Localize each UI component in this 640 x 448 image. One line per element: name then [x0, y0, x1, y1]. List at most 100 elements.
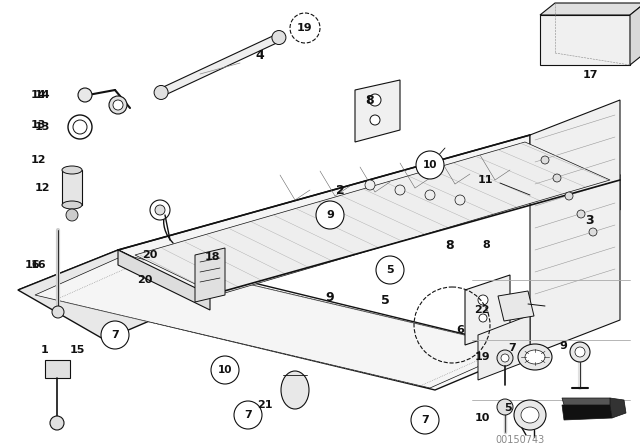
- Ellipse shape: [514, 400, 546, 430]
- Text: 8: 8: [482, 240, 490, 250]
- Circle shape: [478, 295, 488, 305]
- Circle shape: [365, 180, 375, 190]
- Text: 3: 3: [586, 214, 595, 227]
- Text: 13: 13: [35, 122, 50, 132]
- Circle shape: [66, 209, 78, 221]
- Text: 7: 7: [244, 410, 252, 420]
- Circle shape: [109, 96, 127, 114]
- Ellipse shape: [518, 344, 552, 370]
- Text: 21: 21: [257, 400, 273, 410]
- Text: 10: 10: [474, 413, 490, 423]
- Ellipse shape: [62, 166, 82, 174]
- Circle shape: [425, 190, 435, 200]
- Circle shape: [497, 399, 513, 415]
- Text: 6: 6: [456, 325, 464, 335]
- Text: 7: 7: [111, 330, 119, 340]
- Polygon shape: [610, 398, 626, 418]
- Circle shape: [416, 151, 444, 179]
- Polygon shape: [562, 398, 612, 405]
- Text: 11: 11: [477, 175, 493, 185]
- Circle shape: [101, 321, 129, 349]
- Text: 16: 16: [30, 260, 46, 270]
- Text: 12: 12: [30, 155, 45, 165]
- Polygon shape: [478, 315, 530, 380]
- Circle shape: [290, 13, 320, 43]
- Polygon shape: [530, 100, 620, 355]
- Text: 7: 7: [421, 415, 429, 425]
- Circle shape: [411, 406, 439, 434]
- Text: 14: 14: [30, 90, 46, 100]
- Text: 14: 14: [34, 90, 50, 100]
- Text: 9: 9: [326, 210, 334, 220]
- Polygon shape: [530, 135, 620, 210]
- Circle shape: [272, 30, 286, 44]
- Text: 2: 2: [335, 184, 344, 197]
- Text: 16: 16: [25, 260, 41, 270]
- Text: 18: 18: [204, 252, 220, 262]
- Circle shape: [570, 342, 590, 362]
- Text: 20: 20: [142, 250, 157, 260]
- Text: 8: 8: [365, 94, 374, 107]
- Circle shape: [376, 256, 404, 284]
- Polygon shape: [562, 405, 612, 420]
- Text: 19: 19: [297, 23, 313, 33]
- Text: 15: 15: [69, 345, 84, 355]
- Circle shape: [541, 156, 549, 164]
- Text: 4: 4: [255, 48, 264, 61]
- Circle shape: [589, 228, 597, 236]
- Circle shape: [577, 210, 585, 218]
- Text: 5: 5: [381, 293, 389, 306]
- Circle shape: [78, 88, 92, 102]
- Polygon shape: [45, 360, 70, 378]
- Text: 9: 9: [326, 290, 334, 303]
- Polygon shape: [62, 170, 82, 205]
- Circle shape: [113, 100, 123, 110]
- Circle shape: [211, 356, 239, 384]
- Circle shape: [370, 115, 380, 125]
- Polygon shape: [498, 291, 534, 321]
- Text: 13: 13: [30, 120, 45, 130]
- Ellipse shape: [525, 350, 545, 364]
- Circle shape: [455, 195, 465, 205]
- Circle shape: [155, 205, 165, 215]
- Circle shape: [50, 416, 64, 430]
- Polygon shape: [118, 135, 620, 295]
- Polygon shape: [540, 3, 640, 15]
- Ellipse shape: [281, 371, 309, 409]
- Text: 00150743: 00150743: [495, 435, 545, 445]
- Text: 7: 7: [508, 343, 516, 353]
- Text: 8: 8: [445, 238, 454, 251]
- Circle shape: [479, 314, 487, 322]
- Circle shape: [73, 120, 87, 134]
- Text: 5: 5: [504, 403, 512, 413]
- Circle shape: [553, 174, 561, 182]
- Circle shape: [497, 350, 513, 366]
- Polygon shape: [118, 250, 210, 310]
- Polygon shape: [35, 255, 520, 388]
- Text: 20: 20: [138, 275, 153, 285]
- Polygon shape: [630, 3, 640, 65]
- Circle shape: [234, 401, 262, 429]
- Circle shape: [565, 192, 573, 200]
- Polygon shape: [540, 15, 630, 65]
- Text: 12: 12: [35, 183, 50, 193]
- Ellipse shape: [62, 201, 82, 209]
- Polygon shape: [355, 80, 400, 142]
- Polygon shape: [159, 34, 280, 96]
- Polygon shape: [18, 250, 530, 390]
- Circle shape: [501, 354, 509, 362]
- Circle shape: [575, 347, 585, 357]
- Ellipse shape: [521, 407, 539, 423]
- Circle shape: [369, 94, 381, 106]
- Circle shape: [395, 185, 405, 195]
- Circle shape: [52, 306, 64, 318]
- Text: 17: 17: [582, 70, 598, 80]
- Text: 19: 19: [474, 352, 490, 362]
- Circle shape: [316, 201, 344, 229]
- Text: 10: 10: [423, 160, 437, 170]
- Circle shape: [68, 115, 92, 139]
- Text: 22: 22: [474, 305, 490, 315]
- Text: 5: 5: [386, 265, 394, 275]
- Text: 9: 9: [559, 341, 567, 351]
- Polygon shape: [135, 142, 610, 295]
